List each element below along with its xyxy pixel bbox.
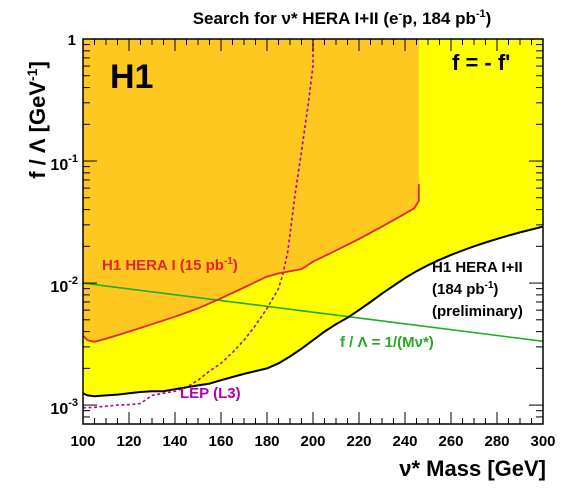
hera1-label: H1 HERA I (15 pb-1): [102, 256, 238, 274]
hera12-label-line3: (preliminary): [432, 303, 523, 320]
y-tick-labels: 1 10-1 10-2 10-3: [50, 32, 78, 418]
series-line-hera12: [83, 225, 543, 398]
x-tick-label: 100: [70, 433, 95, 450]
hera12-label-line1: H1 HERA I+II: [432, 259, 523, 276]
axis-ticks: [82, 38, 544, 425]
x-tick-label: 280: [484, 433, 509, 450]
lep-label: LEP (L3): [180, 385, 241, 402]
series-line-scale: [83, 282, 543, 343]
x-tick-label: 120: [116, 433, 141, 450]
x-tick-label: 300: [530, 433, 555, 450]
hera12-label-line2: (184 pb-1): [432, 280, 498, 298]
chart-title: Search for ν* HERA I+II (e-p, 184 pb-1): [193, 8, 492, 28]
scale-line-label: f / Λ = 1/(Mν*): [340, 334, 434, 351]
coupling-annotation: f = - f': [452, 50, 510, 75]
y-tick-label: 1: [68, 32, 76, 49]
y-tick-label: 10-2: [50, 275, 78, 296]
x-tick-label: 240: [392, 433, 417, 450]
series-line-hera1: [83, 183, 420, 343]
experiment-logo-text: H1: [110, 58, 153, 96]
y-axis-label: f / Λ [GeV-1]: [24, 61, 50, 179]
x-tick-label: 160: [208, 433, 233, 450]
x-tick-label: 140: [162, 433, 187, 450]
series-line-lep: [83, 39, 314, 409]
x-tick-label: 260: [438, 433, 463, 450]
x-tick-label: 180: [254, 433, 279, 450]
plot-frame: [82, 38, 544, 425]
y-tick-label: 10-1: [50, 153, 78, 174]
hera1-excluded-region: [83, 39, 419, 342]
y-tick-label: 10-3: [50, 397, 78, 418]
x-tick-label: 200: [300, 433, 325, 450]
x-tick-labels: 100 120 140 160 180 200 220 240 260 280 300: [70, 433, 555, 450]
x-tick-label: 220: [346, 433, 371, 450]
x-axis-label: ν* Mass [GeV]: [399, 456, 546, 481]
